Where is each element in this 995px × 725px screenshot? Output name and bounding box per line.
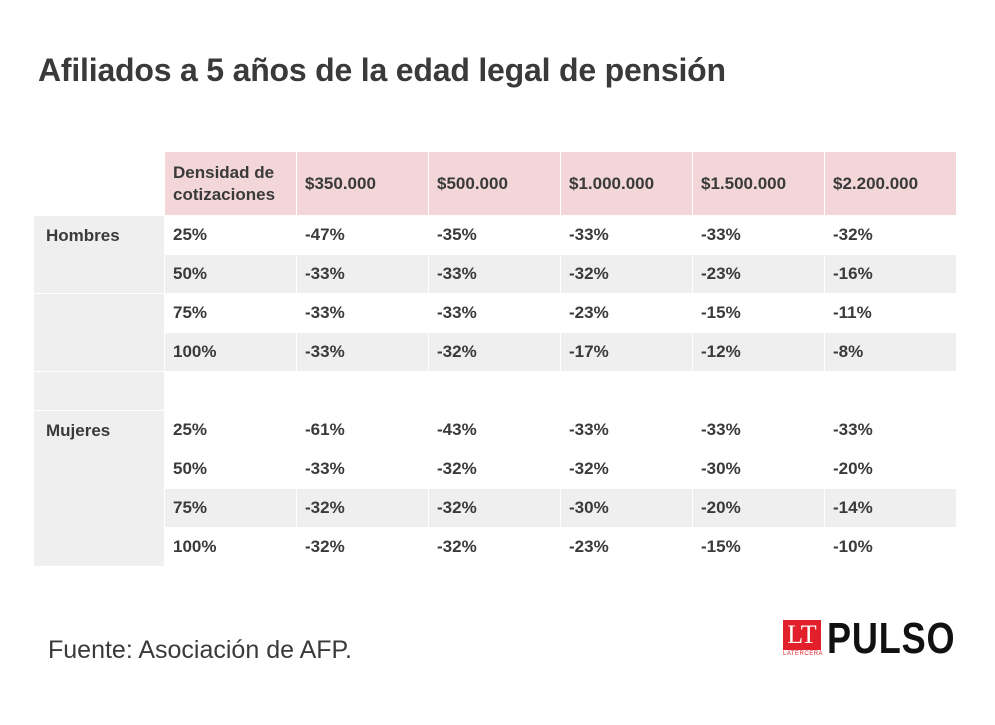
table-corner [34,152,165,216]
value-cell: -32% [561,450,693,489]
value-cell: -30% [693,450,825,489]
value-cell: -32% [297,528,429,567]
la-tercera-logo-mark: LT [783,620,821,650]
density-cell: 100% [165,528,297,567]
value-cell: -33% [561,216,693,255]
value-cell: -61% [297,411,429,450]
density-cell: 50% [165,450,297,489]
value-cell: -10% [825,528,957,567]
density-cell: 25% [165,216,297,255]
value-cell: -33% [561,411,693,450]
separator-cell [429,372,561,411]
value-cell: -47% [297,216,429,255]
value-cell: -32% [429,528,561,567]
separator-cell [693,372,825,411]
separator-cell [297,372,429,411]
column-header: $350.000 [297,152,429,216]
group-label: Hombres [34,216,165,294]
density-cell: 100% [165,333,297,372]
density-cell: 25% [165,411,297,450]
column-header: $500.000 [429,152,561,216]
group-spacer [34,294,165,372]
pulso-wordmark: PULSO [827,614,956,663]
column-header: Densidad de cotizaciones [165,152,297,216]
value-cell: -20% [825,450,957,489]
separator-cell [825,372,957,411]
group-spacer [34,372,165,411]
value-cell: -33% [429,255,561,294]
value-cell: -33% [693,411,825,450]
group-label: Mujeres [34,411,165,567]
value-cell: -32% [297,489,429,528]
value-cell: -33% [825,411,957,450]
value-cell: -17% [561,333,693,372]
value-cell: -11% [825,294,957,333]
pulso-logo: LT LATERCERA PULSO [783,614,955,666]
source-note: Fuente: Asociación de AFP. [48,636,352,664]
density-cell: 75% [165,489,297,528]
la-tercera-logo-text: LATERCERA [783,651,824,657]
density-cell: 50% [165,255,297,294]
value-cell: -20% [693,489,825,528]
value-cell: -32% [429,333,561,372]
separator-cell [165,372,297,411]
chart-title: Afiliados a 5 años de la edad legal de p… [38,52,726,88]
value-cell: -14% [825,489,957,528]
value-cell: -12% [693,333,825,372]
value-cell: -33% [693,216,825,255]
value-cell: -16% [825,255,957,294]
column-header: $2.200.000 [825,152,957,216]
column-header: $1.000.000 [561,152,693,216]
value-cell: -43% [429,411,561,450]
value-cell: -23% [561,294,693,333]
value-cell: -33% [297,333,429,372]
value-cell: -35% [429,216,561,255]
value-cell: -33% [297,255,429,294]
value-cell: -33% [429,294,561,333]
value-cell: -32% [429,489,561,528]
value-cell: -33% [297,450,429,489]
value-cell: -33% [297,294,429,333]
value-cell: -32% [429,450,561,489]
separator-cell [561,372,693,411]
value-cell: -15% [693,528,825,567]
value-cell: -30% [561,489,693,528]
value-cell: -15% [693,294,825,333]
density-cell: 75% [165,294,297,333]
value-cell: -23% [693,255,825,294]
data-table: Densidad de cotizaciones $350.000 $500.000… [34,152,957,567]
value-cell: -32% [561,255,693,294]
value-cell: -23% [561,528,693,567]
value-cell: -8% [825,333,957,372]
column-header: $1.500.000 [693,152,825,216]
value-cell: -32% [825,216,957,255]
